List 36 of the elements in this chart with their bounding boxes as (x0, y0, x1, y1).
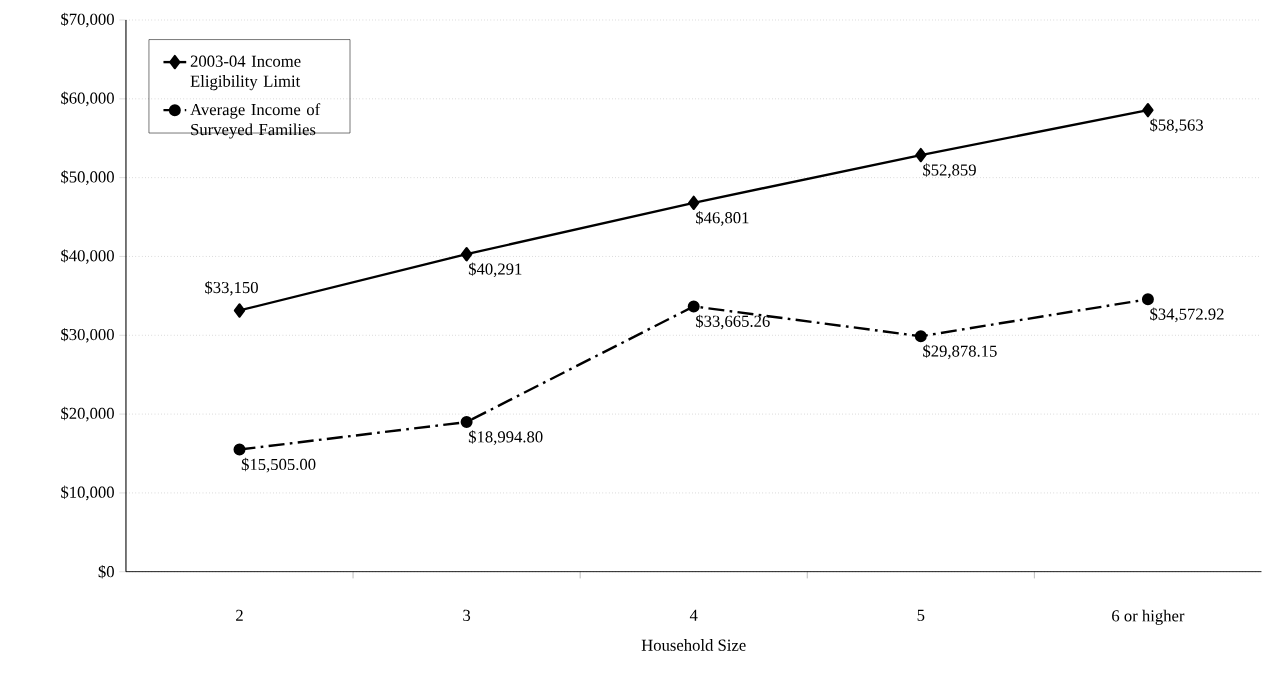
point (1142, 103, 1154, 118)
data-label: $46,801 (696, 211, 749, 226)
point (687, 300, 700, 313)
point (1141, 293, 1154, 306)
y-tick-label: $10,000 (61, 485, 114, 501)
x-tick-label: 5 (917, 609, 925, 621)
point (233, 303, 246, 318)
legend-label: Average Income of Surveyed Families (190, 103, 321, 139)
point (460, 416, 473, 429)
point (460, 247, 473, 262)
legend-label: 2003-04 Income Eligibility Limit (190, 55, 301, 91)
y-tick-label: $60,000 (61, 91, 114, 107)
data-label: $29,878.15 (923, 344, 997, 360)
x-tick-label: 3 (463, 609, 471, 622)
x-tick-label: 2 (236, 609, 243, 621)
data-label: $33,150 (205, 281, 258, 296)
point (915, 148, 927, 163)
data-label: $15,505.00 (241, 457, 316, 473)
data-label: $33,665.26 (696, 314, 770, 330)
point (914, 330, 927, 343)
point (688, 195, 700, 211)
point (233, 443, 246, 456)
y-tick-label: $0 (98, 565, 114, 579)
data-label: $34,572.92 (1150, 307, 1224, 323)
data-label: $52,859 (923, 163, 976, 179)
data-label: $40,291 (468, 262, 522, 278)
data-label: $18,994.80 (468, 430, 543, 446)
data-label: $58,563 (1150, 118, 1204, 134)
y-tick-label: $70,000 (61, 12, 114, 28)
y-tick-label: $40,000 (61, 249, 114, 264)
y-tick-label: $30,000 (61, 328, 114, 343)
y-tick-label: $20,000 (61, 406, 114, 422)
x-tick-label: 6 or higher (1112, 609, 1185, 626)
x-axis-title: Household Size (641, 639, 746, 651)
x-tick-label: 4 (689, 609, 698, 621)
y-tick-label: $50,000 (61, 170, 114, 186)
